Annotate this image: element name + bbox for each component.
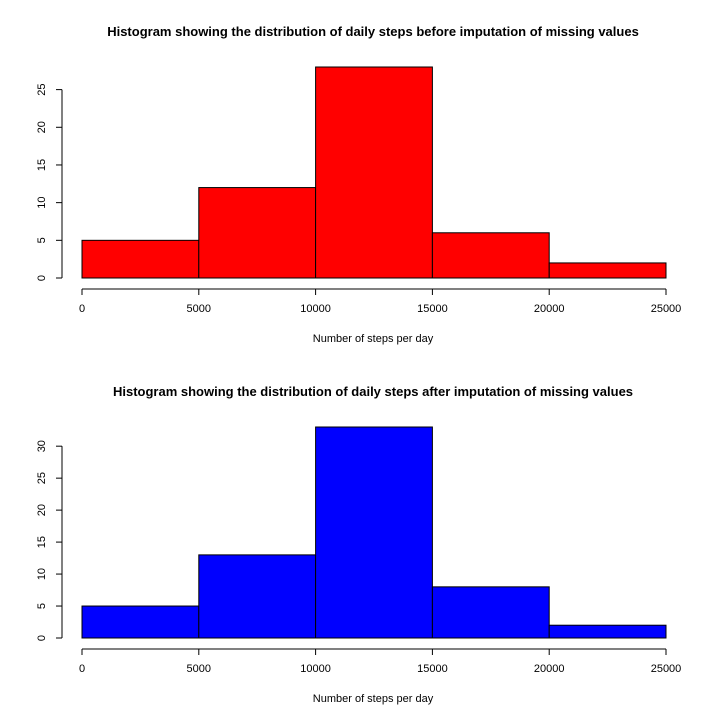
- chart-title: Histogram showing the distribution of da…: [113, 384, 633, 399]
- x-tick-label: 10000: [300, 663, 331, 675]
- histogram-bar: [315, 426, 433, 639]
- histogram-bar: [548, 262, 667, 279]
- histogram-before-imputation: Histogram showing the distribution of da…: [36, 24, 681, 345]
- y-tick-label: 10: [36, 197, 48, 209]
- y-axis: 0 5 10 15 20 25 30: [36, 440, 63, 641]
- y-tick-label: 30: [36, 440, 48, 452]
- y-tick-label: 0: [36, 275, 48, 281]
- x-axis: 0 5000 10000 15000 20000 25000: [79, 288, 682, 315]
- histogram-bar: [81, 605, 200, 639]
- y-tick-label: 20: [36, 121, 48, 133]
- x-axis: 0 5000 10000 15000 20000 25000: [79, 648, 682, 675]
- x-axis-label: Number of steps per day: [313, 693, 434, 705]
- y-tick-label: 15: [36, 159, 48, 171]
- x-tick-label: 10000: [300, 303, 331, 315]
- histogram-bar: [198, 554, 317, 639]
- y-tick-label: 20: [36, 504, 48, 516]
- histogram-bar: [548, 624, 667, 639]
- x-tick-label: 25000: [651, 303, 682, 315]
- y-axis: 0 5 10 15 20 25: [36, 83, 63, 281]
- x-tick-label: 15000: [417, 663, 448, 675]
- histogram-bar: [81, 239, 200, 279]
- y-tick-label: 25: [36, 472, 48, 484]
- x-tick-label: 5000: [187, 303, 211, 315]
- y-tick-label: 15: [36, 536, 48, 548]
- histogram-bar: [431, 586, 550, 639]
- x-tick-label: 0: [79, 303, 85, 315]
- histogram-bar: [431, 232, 550, 279]
- histogram-after-imputation: Histogram showing the distribution of da…: [36, 384, 681, 705]
- x-tick-label: 20000: [534, 663, 565, 675]
- x-tick-label: 5000: [187, 663, 211, 675]
- x-tick-label: 25000: [651, 663, 682, 675]
- y-tick-label: 0: [36, 635, 48, 641]
- x-tick-label: 20000: [534, 303, 565, 315]
- x-tick-label: 0: [79, 663, 85, 675]
- y-tick-label: 10: [36, 568, 48, 580]
- bars: [81, 426, 667, 639]
- y-tick-label: 25: [36, 83, 48, 95]
- chart-title: Histogram showing the distribution of da…: [107, 24, 639, 39]
- x-tick-label: 15000: [417, 303, 448, 315]
- x-axis-label: Number of steps per day: [313, 333, 434, 345]
- y-tick-label: 5: [36, 603, 48, 609]
- histogram-bar: [198, 187, 317, 279]
- bars: [81, 66, 667, 279]
- y-tick-label: 5: [36, 237, 48, 243]
- histogram-bar: [315, 66, 433, 279]
